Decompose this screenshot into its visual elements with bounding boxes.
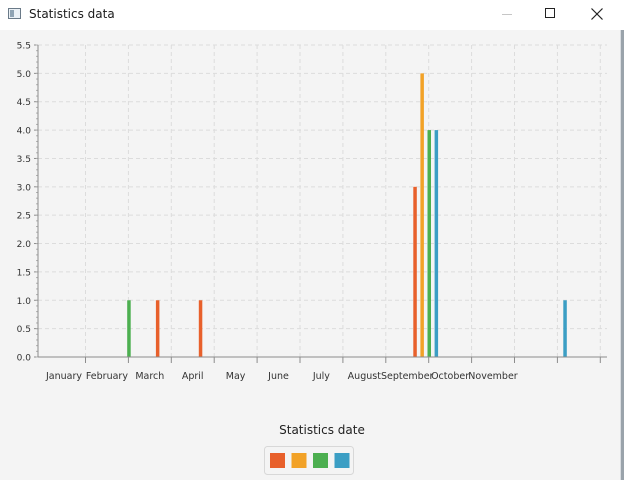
legend-swatch — [334, 453, 350, 468]
chart-grid — [38, 44, 607, 358]
x-tick-label: July — [312, 371, 330, 382]
bar — [563, 300, 567, 357]
y-tick-label: 2.0 — [17, 240, 32, 250]
legend-swatch — [291, 453, 307, 468]
window-app-icon — [8, 8, 21, 19]
title-bar: Statistics data — [0, 0, 624, 30]
x-tick-label: November — [468, 371, 518, 382]
x-tick-label: March — [135, 371, 164, 382]
maximize-button[interactable] — [528, 0, 574, 30]
x-tick-label: October — [431, 371, 469, 382]
legend-swatch — [313, 453, 328, 468]
y-tick-label: 0.0 — [17, 354, 32, 364]
minimize-button[interactable] — [484, 0, 530, 30]
bar — [427, 130, 431, 357]
x-tick-label: June — [267, 371, 289, 382]
bar-chart: 0.0 0.5 1.0 1.5 2.0 2.5 3.0 3.5 4.0 4.5 5.0 5.5 Janu… — [17, 42, 607, 475]
close-button[interactable] — [574, 0, 620, 30]
y-tick-label: 0.5 — [17, 325, 31, 335]
x-tick-label: February — [86, 371, 128, 382]
bar — [413, 186, 417, 357]
x-tick-label: September — [381, 371, 434, 382]
close-icon — [591, 8, 603, 20]
window-border — [620, 30, 621, 480]
y-tick-label: 1.5 — [17, 268, 31, 278]
y-tick-label: 5.5 — [17, 42, 31, 52]
y-tick-label: 1.0 — [17, 297, 32, 307]
y-tick-label: 5.0 — [17, 70, 32, 80]
bar — [127, 300, 131, 357]
legend-frame — [264, 446, 354, 475]
x-axis-title: Statistics date — [279, 423, 365, 437]
x-tick-label: August — [348, 371, 382, 382]
bar — [434, 130, 439, 357]
y-tick-label: 3.0 — [17, 183, 32, 193]
x-tick-label: May — [226, 371, 246, 382]
chart-bars — [127, 73, 567, 357]
bar — [198, 300, 203, 357]
y-tick-label: 4.5 — [17, 98, 31, 108]
y-tick-label: 3.5 — [17, 155, 31, 165]
bar — [155, 300, 160, 357]
window-title: Statistics data — [29, 7, 115, 21]
x-tick-label: January — [45, 371, 82, 382]
y-tick-label: 2.5 — [17, 212, 31, 222]
legend-swatch — [270, 453, 285, 468]
chart-legend — [264, 446, 354, 475]
y-tick-label: 4.0 — [17, 127, 32, 137]
bar — [420, 73, 424, 357]
background-window-edge — [621, 30, 624, 480]
chart-axes: 0.0 0.5 1.0 1.5 2.0 2.5 3.0 3.5 4.0 4.5 5.0 5.5 Janu… — [17, 42, 607, 382]
x-tick-label: April — [182, 371, 204, 382]
